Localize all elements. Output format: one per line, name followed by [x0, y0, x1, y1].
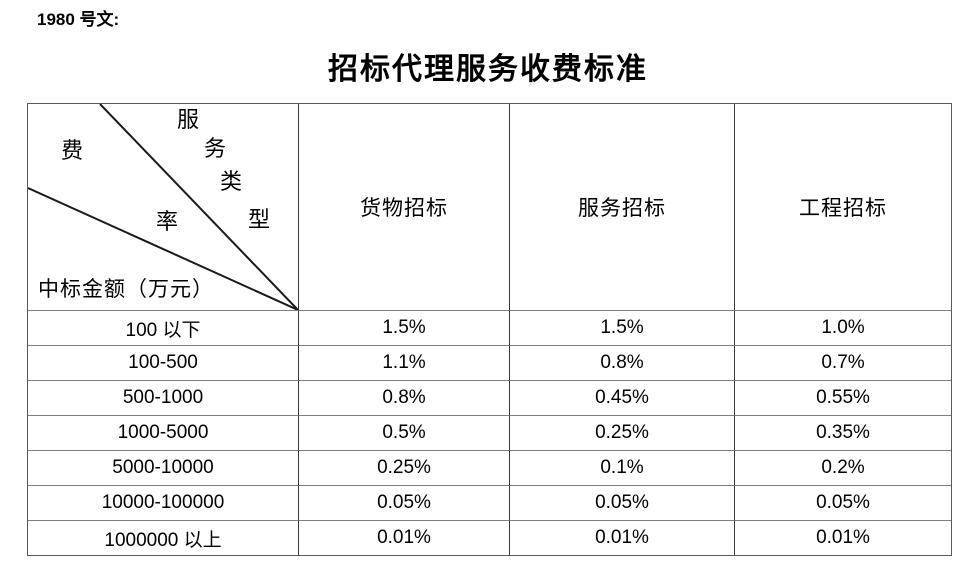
page-title: 招标代理服务收费标准	[328, 52, 648, 87]
rate-value-cell: 0.55%	[734, 380, 951, 415]
document-ref-number: 1980 号文:	[37, 10, 120, 29]
rate-value-cell: 0.2%	[734, 450, 951, 485]
rate-value-cell: 0.25%	[509, 415, 734, 450]
rate-value-cell: 0.1%	[509, 450, 734, 485]
rate-value-cell: 0.05%	[298, 485, 509, 520]
diagonal-split-lines	[28, 104, 298, 310]
amount-range-cell: 500-1000	[28, 380, 298, 415]
amount-range-cell: 100 以下	[28, 310, 298, 345]
rate-value-cell: 0.5%	[298, 415, 509, 450]
rate-value-cell: 0.8%	[509, 345, 734, 380]
rate-value-cell: 1.5%	[509, 310, 734, 345]
rate-value-cell: 0.01%	[509, 520, 734, 555]
corner-label-rate-char: 率	[156, 210, 180, 235]
amount-range-cell: 100-500	[28, 345, 298, 380]
rate-value-cell: 0.8%	[298, 380, 509, 415]
rate-value-cell: 0.05%	[734, 485, 951, 520]
rate-value-cell: 0.7%	[734, 345, 951, 380]
column-header-engineering-bidding: 工程招标	[734, 104, 951, 310]
corner-label-service-type-char: 服	[177, 108, 201, 133]
amount-range-cell: 1000000 以上	[28, 520, 298, 555]
rate-value-cell: 0.01%	[298, 520, 509, 555]
rate-value-cell: 0.35%	[734, 415, 951, 450]
corner-label-rate-char: 费	[61, 139, 85, 164]
rate-value-cell: 0.05%	[509, 485, 734, 520]
amount-range-cell: 5000-10000	[28, 450, 298, 485]
corner-label-service-type-char: 务	[204, 137, 228, 162]
amount-range-cell: 1000-5000	[28, 415, 298, 450]
corner-label-service-type-char: 型	[248, 208, 272, 233]
column-header-service-bidding: 服务招标	[509, 104, 734, 310]
rate-value-cell: 1.5%	[298, 310, 509, 345]
rate-value-cell: 1.0%	[734, 310, 951, 345]
rate-value-cell: 0.25%	[298, 450, 509, 485]
fee-standard-table: 服 务 类 型 费 率 中标金额（万元） 货物招标 服务招标 工程招标 100 …	[27, 103, 952, 556]
rate-value-cell: 1.1%	[298, 345, 509, 380]
amount-range-cell: 10000-100000	[28, 485, 298, 520]
diagonal-header-cell: 服 务 类 型 费 率 中标金额（万元）	[28, 104, 298, 310]
column-header-goods-bidding: 货物招标	[298, 104, 509, 310]
corner-label-bid-amount: 中标金额（万元）	[38, 277, 214, 301]
corner-label-service-type-char: 类	[220, 170, 244, 195]
rate-value-cell: 0.45%	[509, 380, 734, 415]
rate-value-cell: 0.01%	[734, 520, 951, 555]
